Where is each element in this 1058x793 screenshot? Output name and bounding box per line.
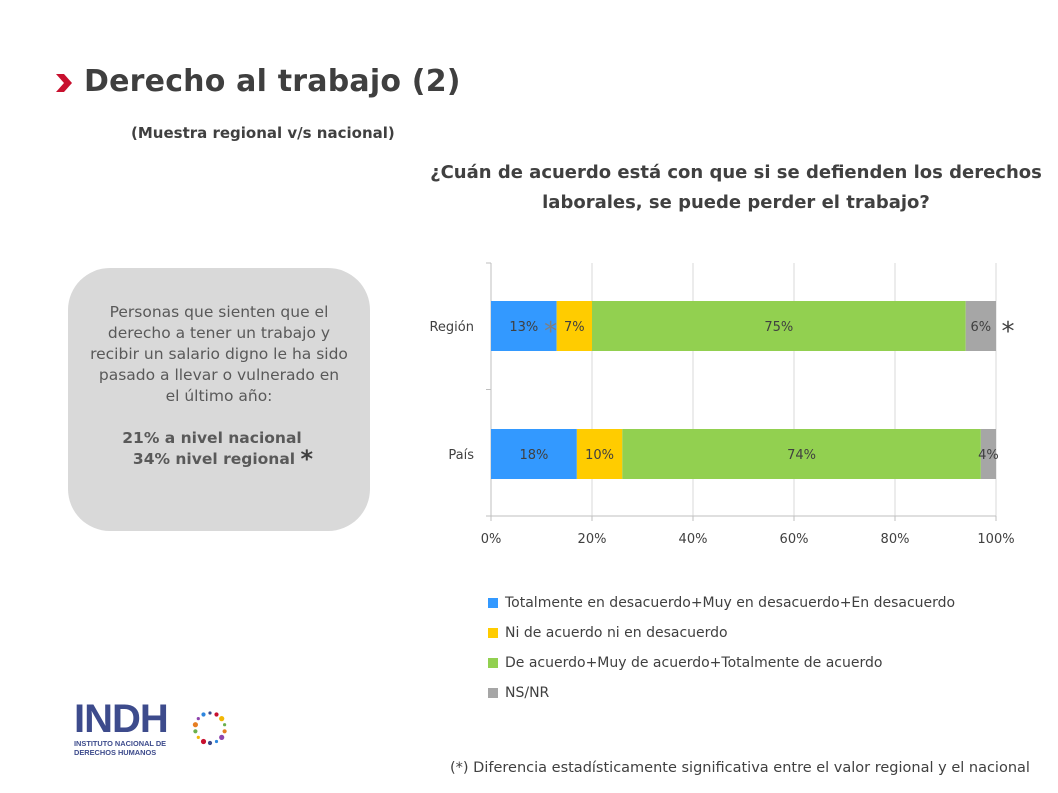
data-label: 4% — [978, 448, 999, 463]
stat-regional: 34% nivel regional — [132, 450, 296, 468]
info-box-text: Personas que sienten que el derecho a te… — [90, 303, 348, 405]
bar-segment — [965, 301, 996, 351]
logo-dot — [193, 729, 198, 734]
chart-title: ¿Cuán de acuerdo está con que si se defi… — [430, 162, 1042, 213]
x-tick-label: 100% — [977, 532, 1014, 547]
logo-dot — [219, 734, 225, 740]
legend-swatch — [488, 628, 498, 638]
logo-dot — [214, 712, 219, 717]
logo-dot — [196, 717, 200, 721]
legend-label: Ni de acuerdo ni en desacuerdo — [505, 625, 728, 641]
legend-label: Totalmente en desacuerdo+Muy en desacuer… — [505, 595, 956, 611]
bar-segment — [592, 301, 966, 351]
x-tick-label: 80% — [881, 532, 910, 547]
significance-asterisk: * — [300, 445, 314, 473]
indh-logo: INDH INSTITUTO NACIONAL DE DERECHOS HUMA… — [74, 697, 227, 757]
stat-regional-row: 34% nivel regional * — [90, 447, 348, 471]
data-label: 74% — [787, 448, 816, 463]
logo-dot — [200, 738, 207, 745]
bar-segment — [980, 429, 996, 479]
legend-item: De acuerdo+Muy de acuerdo+Totalmente de … — [488, 648, 955, 678]
bar-segment — [576, 429, 623, 479]
logo-dots — [192, 711, 227, 746]
legend-item: Ni de acuerdo ni en desacuerdo — [488, 618, 955, 648]
bar-segment — [491, 429, 577, 479]
page-subtitle: (Muestra regional v/s nacional) — [131, 124, 395, 142]
legend-swatch — [488, 598, 498, 608]
legend-label: NS/NR — [505, 685, 550, 701]
logo-dot — [196, 735, 200, 739]
logo-dot — [222, 729, 227, 734]
logo-dot — [201, 712, 206, 717]
x-tick-label: 40% — [679, 532, 708, 547]
logo-line2: DERECHOS HUMANOS — [74, 748, 156, 757]
category-label: País — [448, 448, 474, 463]
category-label: Región — [429, 320, 474, 335]
logo-dot — [219, 716, 225, 722]
data-label: 7% — [564, 320, 585, 335]
logo-line1: INSTITUTO NACIONAL DE — [74, 739, 166, 748]
footnote: (*) Diferencia estadísticamente signific… — [450, 760, 1030, 776]
legend-item: Totalmente en desacuerdo+Muy en desacuer… — [488, 588, 955, 618]
logo-wordmark: INDH — [74, 697, 168, 741]
bar-segment — [491, 301, 557, 351]
data-label: 13% — [509, 320, 538, 335]
chart-legend: Totalmente en desacuerdo+Muy en desacuer… — [488, 588, 955, 708]
stacked-bar-chart: 0% 20% 40% 60% 80% 100% Región 13% 7% 75% 6% País 18… — [429, 262, 1015, 547]
title-chevron-icon — [56, 74, 72, 92]
bar-segment — [556, 301, 592, 351]
info-box: Personas que sienten que el derecho a te… — [68, 268, 370, 531]
significance-marker: * — [1002, 317, 1015, 347]
data-label: 75% — [764, 320, 793, 335]
logo-dot — [208, 711, 212, 715]
legend-item: NS/NR — [488, 678, 955, 708]
x-tick-label: 0% — [481, 532, 502, 547]
x-tick-label: 20% — [578, 532, 607, 547]
bar-segment — [622, 429, 981, 479]
logo-dot — [214, 739, 219, 744]
logo-dot — [207, 740, 213, 746]
logo-dot — [223, 723, 227, 727]
legend-label: De acuerdo+Muy de acuerdo+Totalmente de … — [505, 655, 883, 671]
stat-national: 21% a nivel nacional — [122, 429, 302, 447]
significance-marker: * — [544, 317, 557, 347]
data-label: 18% — [519, 448, 548, 463]
data-label: 6% — [971, 320, 992, 335]
logo-dot — [192, 722, 198, 728]
page-title: Derecho al trabajo (2) — [84, 64, 461, 99]
data-label: 10% — [585, 448, 614, 463]
legend-swatch — [488, 688, 498, 698]
legend-swatch — [488, 658, 498, 668]
x-tick-label: 60% — [780, 532, 809, 547]
